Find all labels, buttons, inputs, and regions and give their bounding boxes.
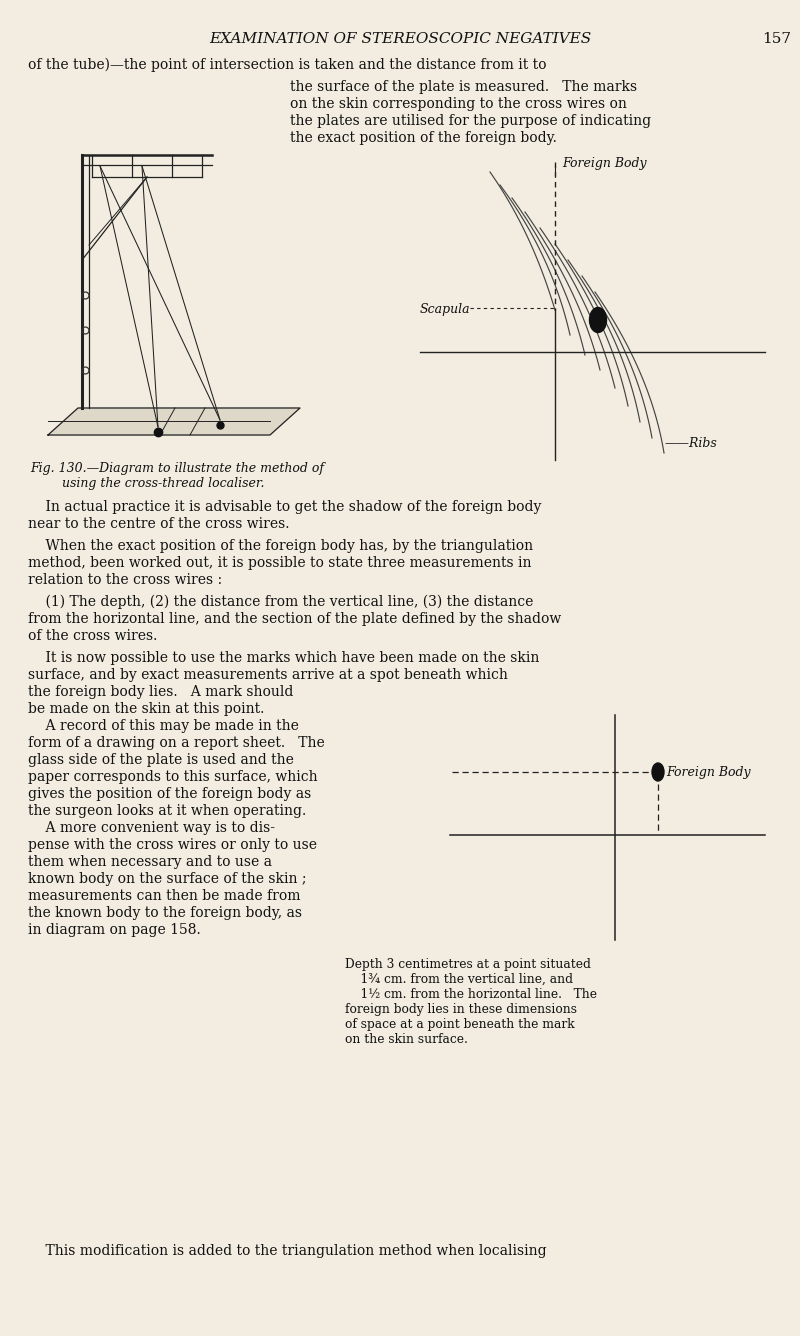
Text: glass side of the plate is used and the: glass side of the plate is used and the bbox=[28, 754, 294, 767]
Text: Foreign Body: Foreign Body bbox=[562, 158, 646, 170]
Text: method, been worked out, it is possible to state three measurements in: method, been worked out, it is possible … bbox=[28, 556, 531, 570]
Text: relation to the cross wires :: relation to the cross wires : bbox=[28, 573, 222, 587]
Text: the exact position of the foreign body.: the exact position of the foreign body. bbox=[290, 131, 557, 146]
Text: using the cross-thread localiser.: using the cross-thread localiser. bbox=[30, 477, 265, 490]
Text: the known body to the foreign body, as: the known body to the foreign body, as bbox=[28, 906, 302, 921]
Text: known body on the surface of the skin ;: known body on the surface of the skin ; bbox=[28, 872, 306, 886]
Text: in diagram on page 158.: in diagram on page 158. bbox=[28, 923, 201, 937]
Text: of the tube)—the point of intersection is taken and the distance from it to: of the tube)—the point of intersection i… bbox=[28, 57, 546, 72]
Text: A more convenient way is to dis-: A more convenient way is to dis- bbox=[28, 822, 275, 835]
Text: pense with the cross wires or only to use: pense with the cross wires or only to us… bbox=[28, 838, 317, 852]
Text: them when necessary and to use a: them when necessary and to use a bbox=[28, 855, 272, 868]
Text: the surgeon looks at it when operating.: the surgeon looks at it when operating. bbox=[28, 804, 306, 818]
Text: surface, and by exact measurements arrive at a spot beneath which: surface, and by exact measurements arriv… bbox=[28, 668, 508, 681]
Text: 1¾ cm. from the vertical line, and: 1¾ cm. from the vertical line, and bbox=[345, 973, 573, 986]
Text: paper corresponds to this surface, which: paper corresponds to this surface, which bbox=[28, 770, 318, 784]
Text: Fig. 130.—Diagram to illustrate the method of: Fig. 130.—Diagram to illustrate the meth… bbox=[30, 462, 324, 476]
Text: Scapula: Scapula bbox=[420, 303, 470, 317]
Text: This modification is added to the triangulation method when localising: This modification is added to the triang… bbox=[28, 1244, 546, 1259]
Text: of the cross wires.: of the cross wires. bbox=[28, 629, 158, 643]
Ellipse shape bbox=[652, 763, 664, 782]
Text: A record of this may be made in the: A record of this may be made in the bbox=[28, 719, 299, 733]
Polygon shape bbox=[48, 407, 300, 436]
Text: be made on the skin at this point.: be made on the skin at this point. bbox=[28, 701, 264, 716]
Text: the foreign body lies.   A mark should: the foreign body lies. A mark should bbox=[28, 685, 294, 699]
Text: EXAMINATION OF STEREOSCOPIC NEGATIVES: EXAMINATION OF STEREOSCOPIC NEGATIVES bbox=[209, 32, 591, 45]
Text: In actual practice it is advisable to get the shadow of the foreign body: In actual practice it is advisable to ge… bbox=[28, 500, 542, 514]
Text: the plates are utilised for the purpose of indicating: the plates are utilised for the purpose … bbox=[290, 114, 651, 128]
Text: It is now possible to use the marks which have been made on the skin: It is now possible to use the marks whic… bbox=[28, 651, 539, 665]
Text: on the skin corresponding to the cross wires on: on the skin corresponding to the cross w… bbox=[290, 98, 627, 111]
Text: (1) The depth, (2) the distance from the vertical line, (3) the distance: (1) The depth, (2) the distance from the… bbox=[28, 595, 534, 609]
Text: gives the position of the foreign body as: gives the position of the foreign body a… bbox=[28, 787, 311, 802]
Text: Depth 3 centimetres at a point situated: Depth 3 centimetres at a point situated bbox=[345, 958, 591, 971]
Text: the surface of the plate is measured.   The marks: the surface of the plate is measured. Th… bbox=[290, 80, 637, 94]
Text: on the skin surface.: on the skin surface. bbox=[345, 1033, 468, 1046]
Ellipse shape bbox=[590, 307, 606, 333]
Text: foreign body lies in these dimensions: foreign body lies in these dimensions bbox=[345, 1003, 577, 1015]
Text: ——Ribs: ——Ribs bbox=[665, 437, 718, 450]
Text: Foreign Body: Foreign Body bbox=[666, 766, 750, 779]
Text: When the exact position of the foreign body has, by the triangulation: When the exact position of the foreign b… bbox=[28, 538, 533, 553]
Text: form of a drawing on a report sheet.   The: form of a drawing on a report sheet. The bbox=[28, 736, 325, 749]
Text: of space at a point beneath the mark: of space at a point beneath the mark bbox=[345, 1018, 574, 1031]
Text: near to the centre of the cross wires.: near to the centre of the cross wires. bbox=[28, 517, 290, 530]
Text: from the horizontal line, and the section of the plate defined by the shadow: from the horizontal line, and the sectio… bbox=[28, 612, 562, 627]
Text: 157: 157 bbox=[762, 32, 791, 45]
Text: 1½ cm. from the horizontal line.   The: 1½ cm. from the horizontal line. The bbox=[345, 989, 597, 1001]
Text: measurements can then be made from: measurements can then be made from bbox=[28, 888, 301, 903]
